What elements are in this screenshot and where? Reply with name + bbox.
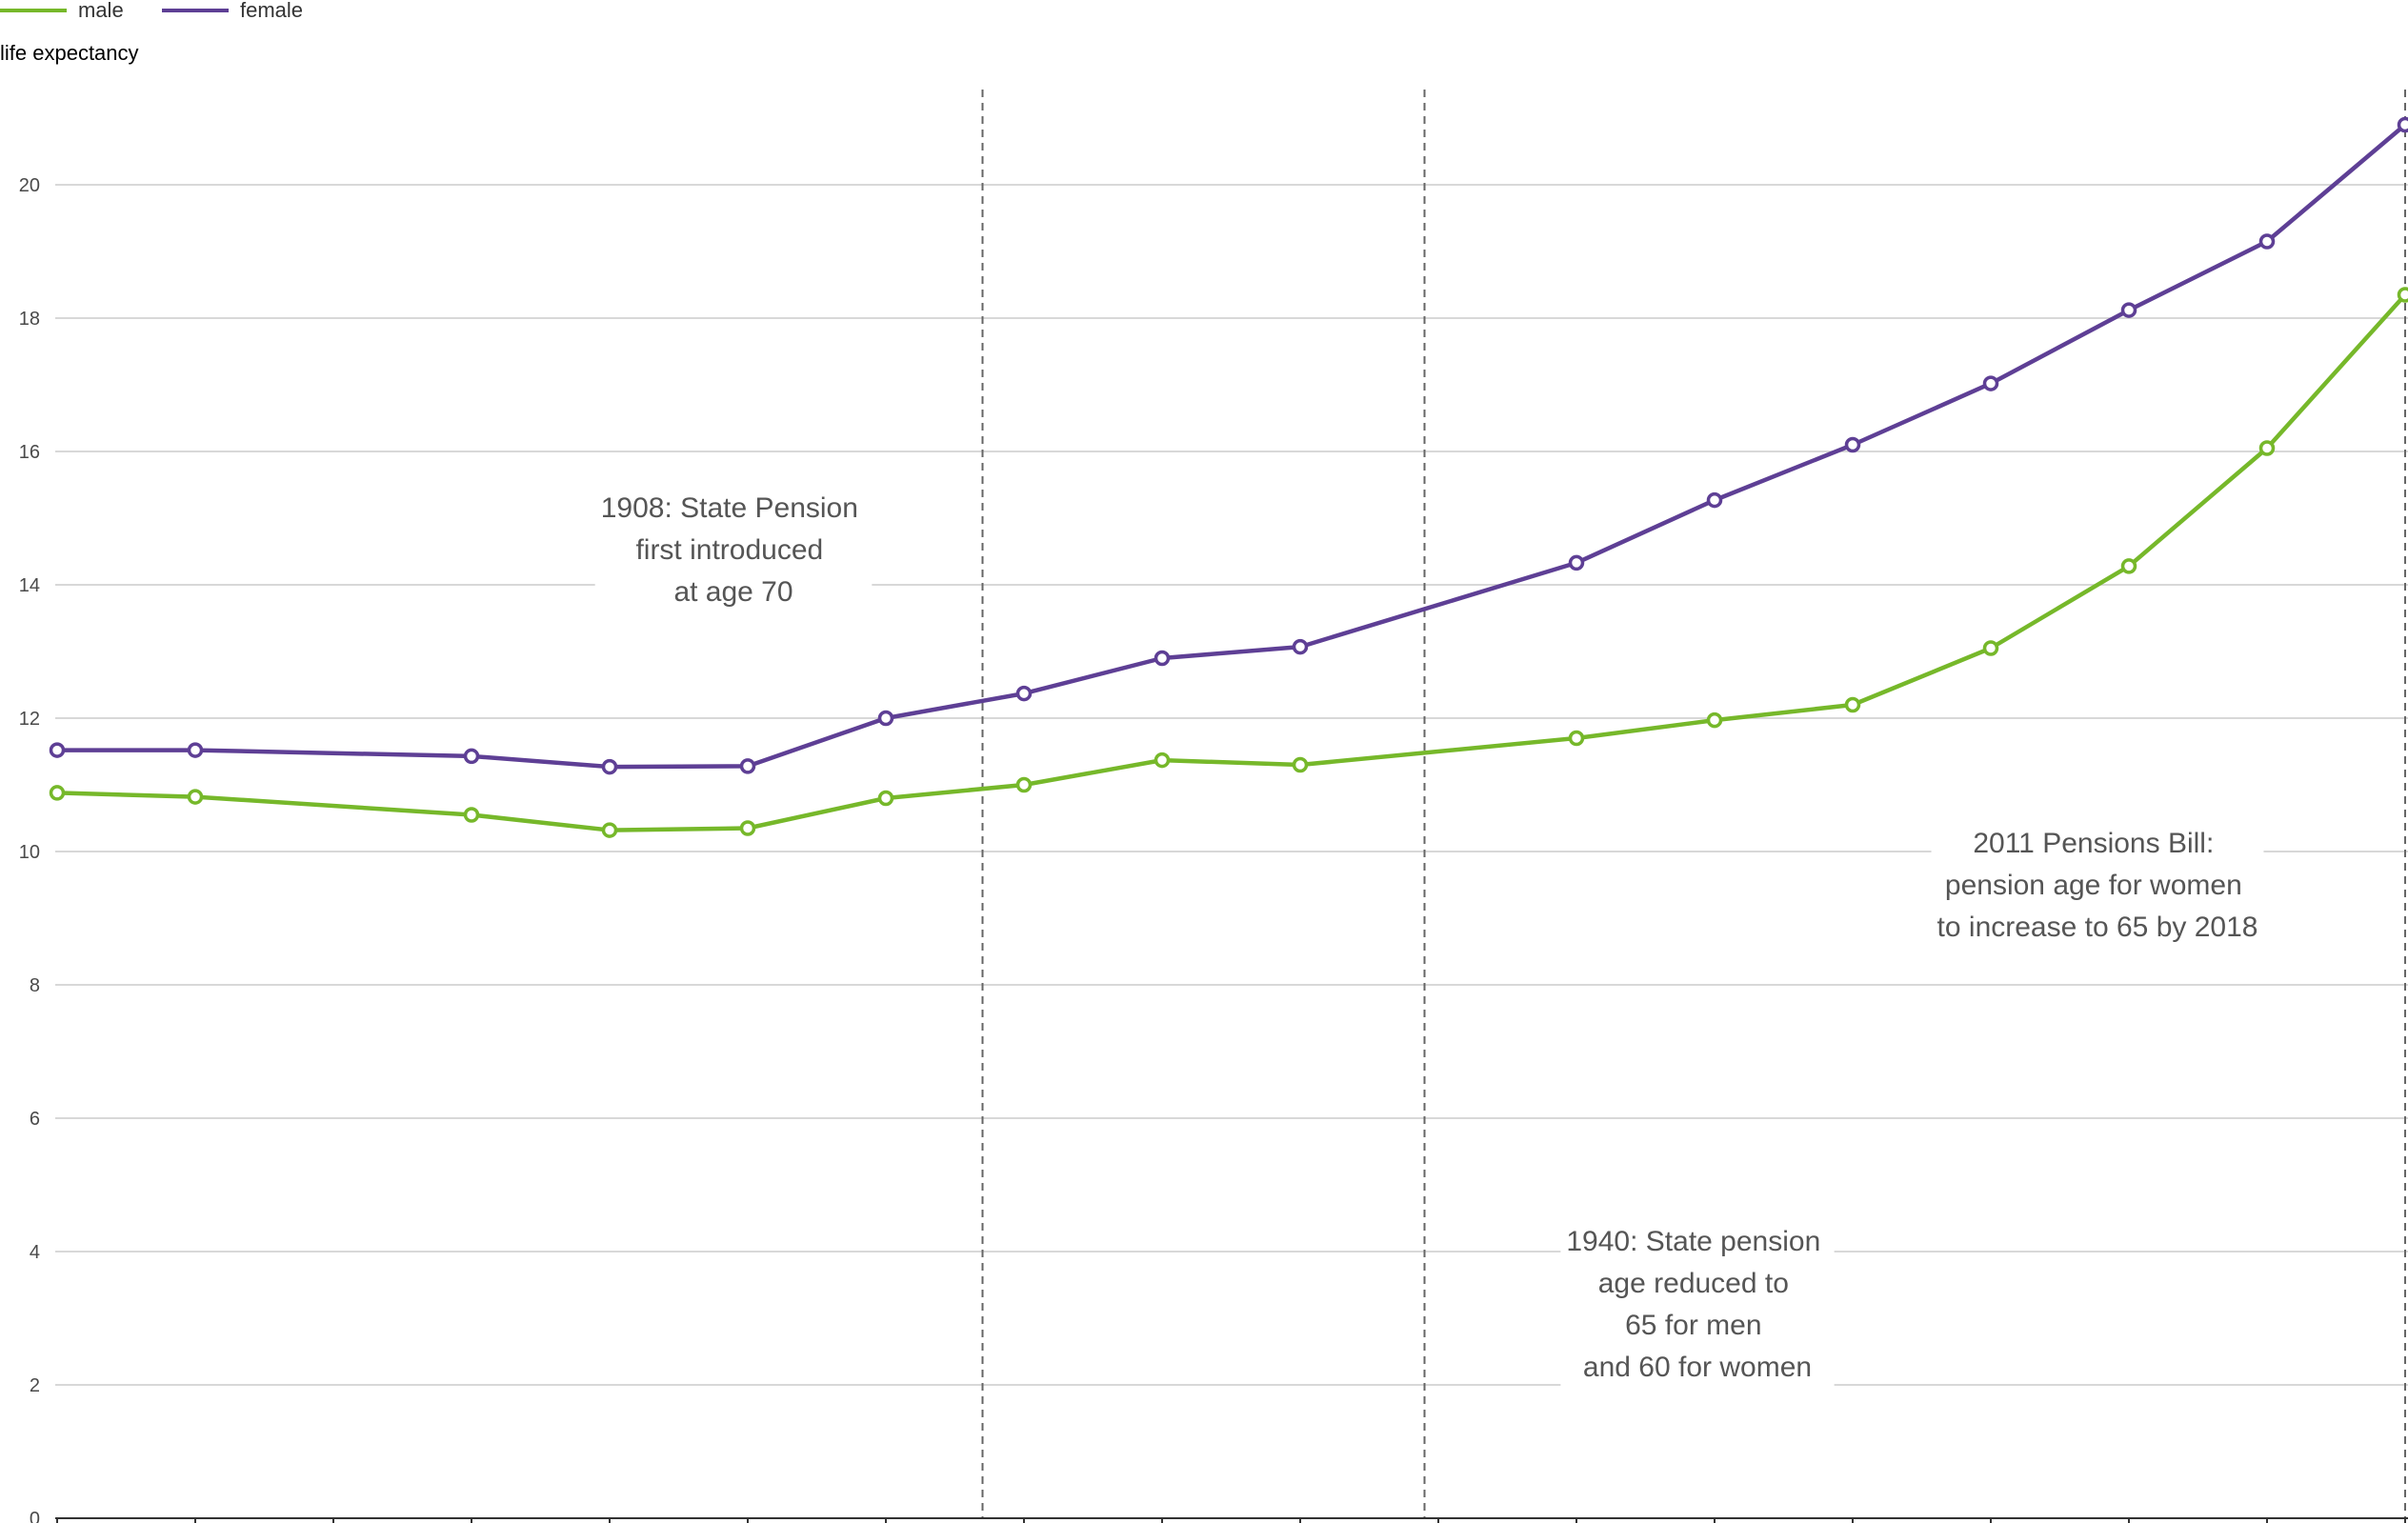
point-male-14[interactable] (2258, 440, 2276, 456)
point-female-8[interactable] (1292, 638, 1309, 655)
point-male-0[interactable] (49, 785, 66, 801)
y-tick-label-4: 4 (30, 1242, 40, 1263)
point-female-4[interactable] (739, 758, 756, 774)
point-male-5[interactable] (877, 790, 894, 807)
gridlines (55, 184, 2408, 1386)
y-tick-labels: 0 2 4 6 8 10 12 14 16 18 20 (19, 175, 40, 1523)
annotation-1940-line-1: 1940: State pension (1566, 1226, 1820, 1257)
y-tick-label-16: 16 (19, 442, 40, 463)
y-tick-label-0: 0 (30, 1509, 40, 1523)
point-female-10[interactable] (1706, 491, 1723, 509)
y-tick-label-6: 6 (30, 1109, 40, 1130)
annotation-2011-line-1: 2011 Pensions Bill: (1973, 828, 2214, 859)
annotation-2011-line-3: to increase to 65 by 2018 (1937, 912, 2258, 943)
point-female-14[interactable] (2258, 233, 2276, 250)
point-male-3[interactable] (601, 822, 618, 838)
annotation-1908-line-3: at age 70 (673, 576, 793, 608)
y-tick-label-14: 14 (19, 575, 40, 596)
x-ticks (56, 1518, 2406, 1523)
legend-item-male: male (0, 0, 124, 22)
point-female-7[interactable] (1154, 650, 1171, 667)
y-tick-label-12: 12 (19, 709, 40, 730)
point-female-5[interactable] (877, 710, 894, 727)
y-tick-label-20: 20 (19, 175, 40, 196)
vertical-markers (981, 90, 2406, 1518)
point-male-12[interactable] (1982, 640, 1999, 656)
point-male-6[interactable] (1015, 776, 1033, 793)
point-female-13[interactable] (2120, 302, 2137, 318)
point-female-15[interactable] (2397, 116, 2408, 133)
point-male-4[interactable] (739, 820, 756, 836)
legend-item-female: female (162, 0, 303, 22)
point-female-6[interactable] (1015, 685, 1033, 702)
legend: male female (0, 0, 303, 22)
y-tick-label-2: 2 (30, 1375, 40, 1396)
point-female-9[interactable] (1568, 554, 1585, 571)
ann1-background (1560, 1222, 1835, 1387)
point-female-11[interactable] (1844, 436, 1861, 453)
point-male-11[interactable] (1844, 696, 1861, 713)
annotation-1940-line-2: age reduced to (1598, 1268, 1789, 1299)
ann0-background (594, 489, 873, 611)
point-female-0[interactable] (49, 742, 66, 758)
y-tick-label-10: 10 (19, 842, 40, 863)
annotation-2011-line-2: pension age for women (1945, 870, 2242, 901)
y-tick-label-8: 8 (30, 975, 40, 996)
annotation-1940-pension-age: 1940: State pension age reduced to 65 fo… (1566, 1226, 1828, 1383)
point-female-2[interactable] (463, 748, 480, 765)
point-female-12[interactable] (1982, 375, 1999, 391)
legend-label-female: female (240, 0, 303, 22)
annotation-2011-pensions-bill: 2011 Pensions Bill: pension age for wome… (1937, 828, 2258, 943)
annotation-1908-line-1: 1908: State Pension (601, 492, 858, 524)
series-layer (49, 116, 2408, 838)
annotations: 1908: State Pension first introduced at … (594, 489, 2264, 1387)
series-male (49, 287, 2408, 838)
series-line-female (54, 122, 2408, 770)
point-male-8[interactable] (1292, 756, 1309, 773)
legend-label-male: male (78, 0, 124, 22)
point-female-3[interactable] (601, 758, 618, 775)
point-female-1[interactable] (187, 742, 204, 758)
point-male-7[interactable] (1154, 751, 1171, 769)
annotation-1940-line-4: and 60 for women (1583, 1352, 1812, 1383)
point-male-13[interactable] (2120, 558, 2137, 574)
annotation-1908-line-2: first introduced (635, 534, 823, 566)
annotation-1908-state-pension: 1908: State Pension first introduced at … (601, 492, 867, 608)
series-female (49, 116, 2408, 775)
point-male-1[interactable] (187, 789, 204, 805)
annotation-1940-line-3: 65 for men (1625, 1310, 1761, 1341)
point-male-9[interactable] (1568, 730, 1585, 747)
ann2-background (1931, 824, 2264, 947)
point-male-10[interactable] (1706, 711, 1723, 729)
point-male-2[interactable] (463, 807, 480, 823)
y-tick-label-18: 18 (19, 309, 40, 330)
y-axis-label: life expectancy (0, 41, 139, 65)
point-male-15[interactable] (2397, 287, 2408, 303)
series-line-male (54, 292, 2408, 832)
